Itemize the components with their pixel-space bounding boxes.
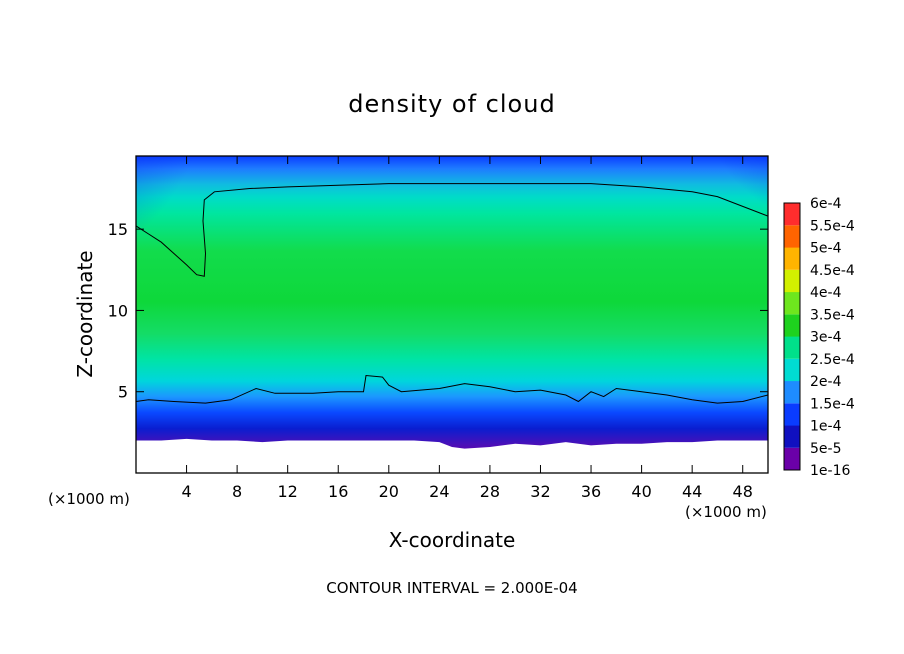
x-tick-label: 48 bbox=[733, 482, 753, 501]
colorbar-label: 5e-4 bbox=[810, 241, 842, 257]
cloud-free-region bbox=[136, 438, 768, 473]
chart-title: density of cloud bbox=[348, 90, 555, 118]
colorbar-label: 2.5e-4 bbox=[810, 352, 855, 368]
contour-line-lower bbox=[135, 374, 769, 404]
z-tick-label: 15 bbox=[108, 220, 128, 239]
y-axis-label: Z-coordinate bbox=[73, 250, 97, 377]
x-tick-label: 32 bbox=[530, 482, 550, 501]
colorbar-label: 5.5e-4 bbox=[810, 218, 855, 234]
colorbar-label: 2e-4 bbox=[810, 374, 842, 390]
colorbar-label: 1e-16 bbox=[810, 463, 850, 479]
x-tick-label: 40 bbox=[631, 482, 651, 501]
colorbar-segment bbox=[784, 269, 800, 293]
colorbar-segment bbox=[784, 247, 800, 270]
x-tick-label: 44 bbox=[682, 482, 702, 501]
colorbar-segment bbox=[784, 203, 800, 226]
colorbar-frame bbox=[783, 202, 801, 471]
x-tick-label: 16 bbox=[328, 482, 348, 501]
x-tick-label: 12 bbox=[278, 482, 298, 501]
colorbar-label: 6e-4 bbox=[810, 196, 842, 212]
density-field bbox=[136, 156, 768, 473]
colorbar-label: 5e-5 bbox=[810, 441, 841, 457]
z-tick-label: 10 bbox=[108, 301, 128, 320]
plot-area bbox=[136, 156, 768, 473]
colorbar-segment bbox=[784, 425, 800, 448]
x-tick-label: 20 bbox=[379, 482, 399, 501]
colorbar: 1e-16 5e-5 1e-4 1.5e-4 2e-4 2.5e-4 3e-4 3.5e-4 4… bbox=[783, 196, 855, 479]
colorbar-label: 3e-4 bbox=[810, 330, 842, 346]
x-axis-label: X-coordinate bbox=[389, 528, 516, 552]
x-tick-label: 4 bbox=[181, 482, 191, 501]
colorbar-label: 4e-4 bbox=[810, 285, 842, 301]
colorbar-segment bbox=[784, 225, 800, 248]
colorbar-segment bbox=[784, 314, 800, 337]
colorbar-label: 1.5e-4 bbox=[810, 396, 855, 412]
x-axis-unit: (×1000 m) bbox=[48, 490, 130, 508]
colorbar-label: 1e-4 bbox=[810, 419, 842, 435]
colorbar-segment bbox=[784, 358, 800, 382]
contour-interval-note: CONTOUR INTERVAL = 2.000E-04 bbox=[326, 579, 577, 597]
colorbar-segment bbox=[784, 447, 800, 471]
x-tick-label: 8 bbox=[232, 482, 242, 501]
colorbar-label: 4.5e-4 bbox=[810, 263, 855, 279]
colorbar-segment bbox=[784, 292, 800, 315]
z-axis-ticks: 5 10 15 bbox=[108, 220, 768, 402]
upper-right-low-density bbox=[698, 156, 768, 226]
z-tick-label: 5 bbox=[118, 383, 128, 402]
contour-line-upper bbox=[135, 183, 769, 277]
x-tick-label: 24 bbox=[429, 482, 449, 501]
x-axis-unit-right: (×1000 m) bbox=[685, 503, 767, 521]
colorbar-label: 3.5e-4 bbox=[810, 307, 855, 323]
x-axis-ticks: 4 8 12 16 20 24 28 32 36 40 44 48 bbox=[181, 156, 753, 501]
colorbar-segment bbox=[784, 336, 800, 359]
x-tick-label: 36 bbox=[581, 482, 601, 501]
plot-frame bbox=[135, 155, 769, 474]
colorbar-segment bbox=[784, 403, 800, 426]
colorbar-segment bbox=[784, 381, 800, 404]
x-tick-label: 28 bbox=[480, 482, 500, 501]
